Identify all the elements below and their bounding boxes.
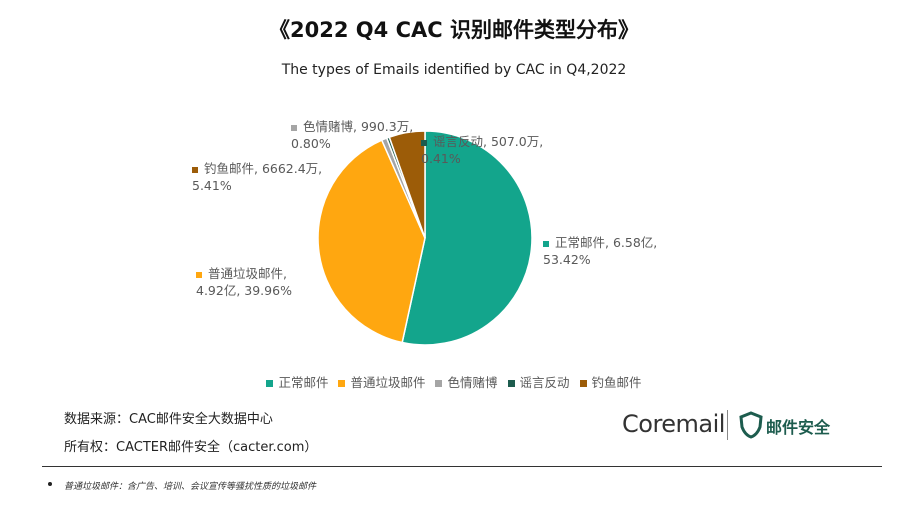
legend-item: 普通垃圾邮件	[338, 372, 425, 391]
pie-slice	[401, 130, 533, 346]
pie-slice	[317, 139, 426, 344]
legend-swatch	[266, 380, 274, 387]
label-swatch	[543, 240, 549, 247]
legend-label: 钓鱼邮件	[591, 375, 642, 390]
label-swatch	[196, 271, 202, 278]
label-swatch	[421, 139, 427, 146]
logo-brand: Coremail	[622, 410, 725, 438]
label-swatch	[192, 166, 198, 173]
title: 《2022 Q4 CAC 识别邮件类型分布》	[269, 18, 639, 42]
label-text: 钓鱼邮件, 6662.4万, 5.41%	[192, 161, 323, 193]
legend-item: 钓鱼邮件	[579, 372, 642, 391]
label-text: 谣言反动, 507.0万, 0.41%	[421, 134, 544, 166]
legend-swatch	[579, 380, 587, 387]
label-swatch	[291, 124, 297, 131]
legend-item: 色情赌博	[435, 372, 498, 391]
data-label: 色情赌博, 990.3万, 0.80%	[291, 118, 421, 152]
footnote: 普通垃圾邮件：含广告、培训、会议宣传等骚扰性质的垃圾邮件	[64, 482, 317, 492]
logo-shield	[739, 411, 763, 439]
subtitle: The types of Emails identified by CAC in…	[281, 62, 627, 78]
shield	[739, 411, 763, 439]
legend-swatch	[435, 380, 443, 387]
label-text: 普通垃圾邮件, 4.92亿, 39.96%	[196, 266, 292, 298]
legend-label: 色情赌博	[447, 375, 498, 390]
bullet	[48, 482, 52, 486]
legend-item: 谣言反动	[507, 372, 570, 391]
owner: 所有权：CACTER邮件安全（cacter.com）	[64, 440, 318, 455]
divider	[42, 466, 882, 467]
legend-swatch	[507, 380, 515, 387]
legend-label: 正常邮件	[278, 375, 329, 390]
legend-swatch	[338, 380, 346, 387]
label-text: 正常邮件, 6.58亿, 53.42%	[543, 235, 658, 267]
source: 数据来源：CAC邮件安全大数据中心	[64, 412, 273, 427]
label-text: 色情赌博, 990.3万, 0.80%	[291, 119, 414, 151]
legend-item: 正常邮件	[266, 372, 328, 391]
legend-label: 普通垃圾邮件	[350, 375, 426, 390]
data-label: 钓鱼邮件, 6662.4万, 5.41%	[192, 160, 332, 194]
pie-slice	[388, 130, 426, 239]
logo-separator	[727, 410, 728, 440]
data-label: 普通垃圾邮件, 4.92亿, 39.96%	[196, 265, 316, 299]
legend: 正常邮件 普通垃圾邮件 色情赌博 谣言反动 钓鱼邮件	[0, 372, 908, 391]
data-label: 谣言反动, 507.0万, 0.41%	[421, 133, 551, 167]
legend-label: 谣言反动	[519, 375, 570, 390]
data-label: 正常邮件, 6.58亿, 53.42%	[543, 234, 693, 268]
logo-product: 邮件安全	[766, 418, 831, 437]
